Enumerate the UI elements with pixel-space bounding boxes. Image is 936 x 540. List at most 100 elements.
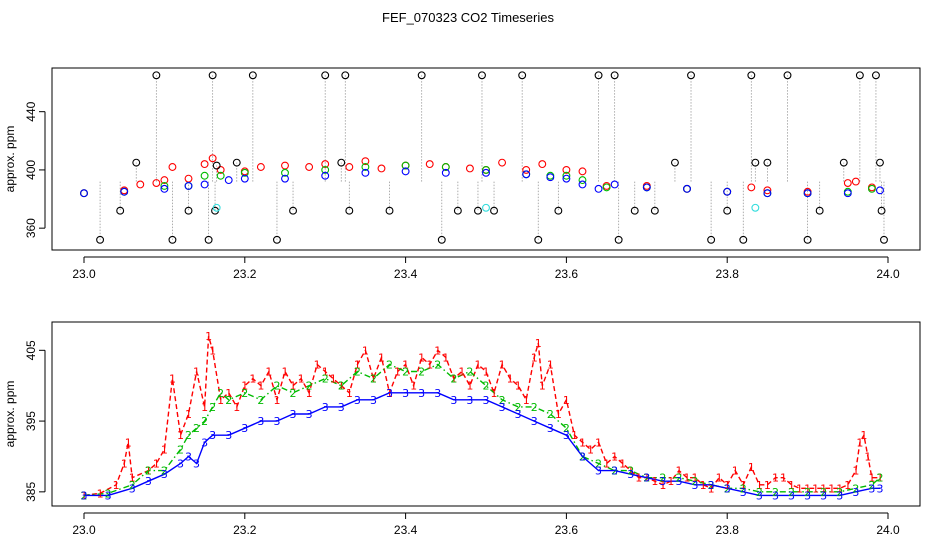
series-3-marker: 3	[692, 479, 699, 492]
series-3-marker: 3	[225, 429, 232, 442]
series-3-line	[84, 392, 880, 497]
series-3-marker: 3	[354, 394, 361, 407]
blue-point	[184, 181, 193, 190]
series-3-marker: 3	[483, 394, 490, 407]
series-1-marker: 1	[298, 373, 305, 386]
series-1-marker: 1	[868, 472, 875, 485]
series-1-marker: 1	[249, 373, 256, 386]
outliers-point	[815, 206, 824, 215]
series-3-marker: 3	[185, 450, 192, 463]
series-1-marker: 1	[217, 394, 224, 407]
outliers-point	[208, 71, 217, 80]
series-2-marker: 2	[563, 422, 570, 435]
series-1-marker: 1	[354, 358, 361, 371]
series-1-marker: 1	[450, 373, 457, 386]
series-1-marker: 1	[587, 443, 594, 456]
outliers-point	[204, 235, 213, 244]
series-3-marker: 3	[450, 394, 457, 407]
series-1-marker: 1	[474, 358, 481, 371]
series-1-marker: 1	[595, 436, 602, 449]
green-point	[361, 163, 370, 171]
series-1-marker: 1	[836, 482, 843, 495]
series-2-marker: 2	[515, 401, 522, 414]
red-point	[562, 165, 571, 174]
blue-point	[610, 180, 619, 189]
series-2-marker: 2	[290, 387, 297, 400]
series-1-marker: 1	[675, 465, 682, 478]
outliers-point	[670, 158, 679, 167]
series-3-marker: 3	[659, 475, 666, 488]
series-2-marker: 2	[257, 394, 264, 407]
outliers-point	[478, 71, 486, 80]
series-3-marker: 3	[193, 458, 200, 471]
red-point	[843, 179, 852, 187]
outliers-point	[877, 206, 886, 215]
series-1-marker: 1	[257, 380, 264, 393]
blue-point	[401, 167, 410, 176]
series-2-marker: 2	[466, 366, 473, 379]
outliers-point	[248, 71, 257, 80]
series-1-marker: 1	[322, 366, 329, 379]
series-2-marker: 2	[193, 422, 200, 435]
outliers-point	[321, 71, 330, 80]
blue-point	[562, 174, 571, 183]
series-1-marker: 1	[466, 380, 473, 393]
red-point	[168, 163, 177, 171]
series-2-marker: 2	[595, 458, 602, 471]
blue-point	[482, 168, 490, 177]
series-3-marker: 3	[868, 482, 875, 495]
outliers-point	[132, 158, 141, 167]
series-1-marker: 1	[563, 394, 570, 407]
series-1-marker: 1	[290, 380, 297, 393]
series-1-marker: 1	[145, 465, 152, 478]
series-1-marker: 1	[571, 429, 578, 442]
red-point	[498, 158, 507, 167]
series-1-marker: 1	[547, 358, 554, 371]
red-point	[216, 165, 225, 174]
bottom-series-lines	[83, 336, 881, 497]
series-2-marker: 2	[740, 482, 747, 495]
series-1-marker: 1	[756, 479, 763, 492]
series-2-marker: 2	[209, 401, 216, 414]
red-point	[578, 167, 587, 176]
blue-point	[120, 187, 129, 196]
series-3-marker: 3	[105, 489, 112, 502]
series-1-marker: 1	[113, 479, 120, 492]
series-1-marker: 1	[780, 472, 787, 485]
series-1-marker: 1	[394, 366, 401, 379]
outliers-point	[783, 71, 792, 80]
series-3-marker: 3	[145, 475, 152, 488]
series-3-marker: 3	[772, 489, 779, 502]
series-1-marker: 1	[535, 337, 542, 350]
series-2-marker: 2	[145, 465, 152, 478]
series-1-marker: 1	[205, 330, 212, 343]
red-point	[377, 164, 386, 173]
series-3-marker: 3	[804, 489, 811, 502]
outliers-point	[385, 206, 394, 215]
x-tick-label: 23.4	[394, 267, 418, 281]
series-2-marker: 2	[531, 401, 538, 414]
series-1-marker: 1	[121, 458, 128, 471]
green-point	[401, 161, 410, 170]
series-1-marker: 1	[225, 387, 232, 400]
blue-point	[763, 189, 772, 198]
red-point	[208, 154, 217, 163]
series-3-marker: 3	[876, 482, 883, 495]
outliers-point	[687, 71, 695, 80]
series-1-marker: 1	[402, 358, 409, 371]
series-1-marker: 1	[555, 408, 562, 421]
outliers-point	[437, 235, 446, 244]
outliers-point	[554, 206, 563, 215]
x-tick-label: 23.2	[233, 523, 257, 537]
series-3-marker: 3	[643, 472, 650, 485]
outliers-point	[289, 206, 297, 215]
blue-point	[642, 183, 651, 192]
bottom-y-axis: 385 395 405	[24, 340, 46, 502]
blue-point	[594, 184, 603, 193]
x-tick-label: 23.4	[394, 523, 418, 537]
series-1-marker: 1	[864, 450, 871, 463]
series-1-marker: 1	[442, 351, 449, 364]
series-3-marker: 3	[402, 387, 409, 400]
series-1-marker: 1	[233, 401, 240, 414]
series-3-marker: 3	[257, 415, 264, 428]
